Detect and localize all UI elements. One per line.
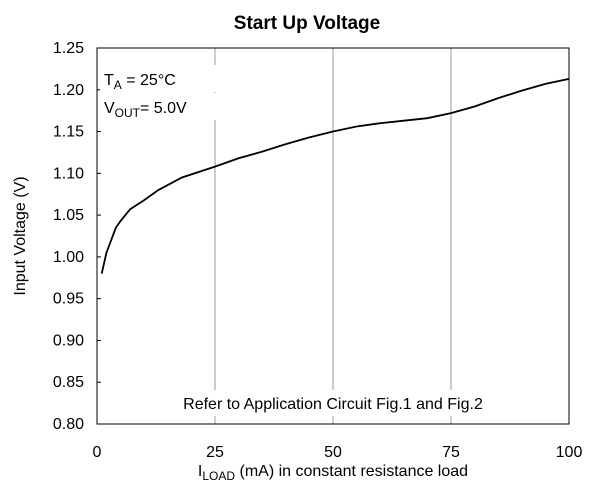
y-tick-label: 1.25: [53, 40, 84, 57]
y-tick-label: 1.15: [53, 124, 84, 141]
x-axis-label: ILOAD (mA) in constant resistance load: [198, 463, 468, 483]
y-axis-label: Input Voltage (V): [12, 176, 29, 295]
y-tick-label: 0.80: [53, 416, 84, 433]
y-tick-label: 1.20: [53, 82, 84, 99]
y-tick-label: 1.00: [53, 249, 84, 266]
y-tick-label: 1.05: [53, 207, 84, 224]
y-tick-label: 0.95: [53, 291, 84, 308]
y-tick-label: 0.90: [53, 332, 84, 349]
x-label-main: I: [198, 463, 202, 480]
x-tick-label: 0: [93, 444, 102, 461]
annotation: TA = 25°C: [104, 72, 176, 92]
annotation: Refer to Application Circuit Fig.1 and F…: [183, 396, 483, 413]
data-line: [100, 78, 570, 274]
annotation: VOUT= 5.0V: [104, 100, 187, 120]
x-tick-label: 25: [206, 444, 224, 461]
x-label-rest: (mA) in constant resistance load: [235, 463, 468, 480]
annotation-main: V: [104, 100, 115, 117]
y-tick-label: 1.10: [53, 165, 84, 182]
annotation-sub: A: [114, 78, 122, 92]
x-label-sub: LOAD: [202, 469, 235, 483]
x-tick-label: 50: [324, 444, 342, 461]
annotation-bg: [100, 93, 220, 120]
y-tick-label: 0.85: [53, 374, 84, 391]
annotation-rest: = 5.0V: [140, 100, 187, 117]
annotation-bg: [100, 65, 220, 92]
x-tick-label: 75: [442, 444, 460, 461]
x-tick-label: 100: [556, 444, 583, 461]
plot-frame: [96, 47, 570, 425]
annotation-sub: OUT: [115, 106, 141, 120]
annotation-main: T: [104, 72, 114, 89]
annotation-rest: = 25°C: [122, 72, 176, 89]
chart-title: Start Up Voltage: [234, 13, 380, 34]
annotation-bg: [120, 390, 548, 416]
